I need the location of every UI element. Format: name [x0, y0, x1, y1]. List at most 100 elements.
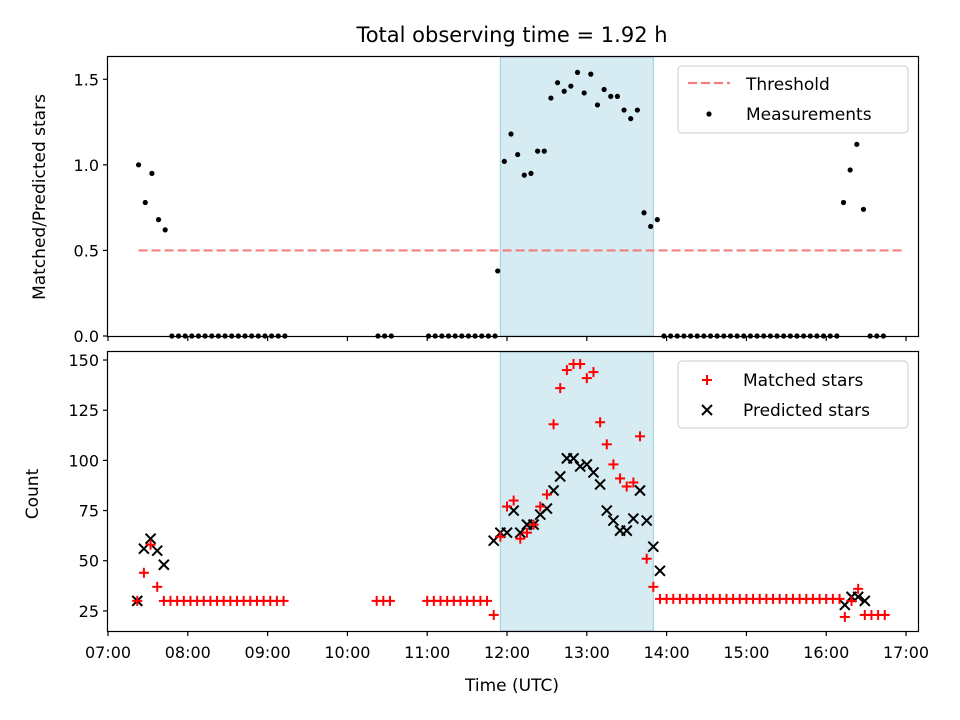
bottom-ytick-label: 50	[79, 552, 99, 571]
predicted-point-b	[158, 559, 170, 571]
predicted-point	[594, 478, 606, 491]
predicted-point	[627, 512, 640, 525]
bottom-legend: Matched stars Predicted stars	[677, 360, 909, 429]
matched-point	[575, 359, 586, 370]
matched-point	[541, 489, 552, 500]
bottom-ytick-label: 150	[68, 351, 99, 370]
xtick-label: 09:00	[245, 643, 291, 662]
matched-point	[548, 419, 559, 430]
measurement-point	[601, 86, 607, 93]
measurement-point	[142, 199, 148, 206]
top-panel: 0.0 0.5 1.0 1.5 Matched/Predicted stars Thr…	[30, 55, 920, 346]
predicted-point-b	[587, 466, 600, 479]
chart-title: Total observing time = 1.92 h	[355, 23, 667, 47]
matched-point	[278, 595, 289, 606]
matched-point	[528, 519, 539, 530]
matched-point	[635, 431, 646, 442]
measurement-point	[568, 83, 574, 89]
predicted-point	[621, 524, 633, 537]
legend-matched-swatch	[702, 375, 712, 385]
top-shaded-interval	[499, 56, 654, 337]
top-legend-frame	[677, 65, 909, 134]
measurement-point	[508, 131, 514, 137]
predicted-point-b	[541, 502, 553, 515]
matched-point	[508, 495, 519, 506]
legend-measurements-label: Measurements	[746, 105, 872, 125]
predicted-point-b	[567, 452, 580, 465]
predicted-point	[144, 532, 157, 545]
legend-matched-label: Matched stars	[743, 371, 863, 391]
matched-point	[152, 581, 163, 592]
legend-predicted-label: Predicted stars	[743, 401, 870, 421]
matched-point	[641, 553, 652, 564]
matched-point	[482, 595, 493, 606]
top-ytick-label: 1.0	[74, 156, 99, 175]
matched-point	[535, 501, 546, 512]
bottom-matched-layer	[132, 359, 890, 622]
matched-point	[555, 383, 566, 394]
predicted-point	[640, 514, 653, 527]
bottom-y-axis-label: Count	[23, 468, 43, 519]
measurement-point	[541, 148, 547, 154]
predicted-point-b	[151, 545, 163, 557]
predicted-point-b	[859, 595, 871, 607]
matched-point	[588, 367, 599, 378]
measurement-point	[521, 172, 527, 178]
bottom-panel: 25 50 75 100 125 150 07:00 08:00 09:00 10:00 11:0…	[23, 350, 929, 696]
matched-point	[839, 611, 850, 622]
matched-point	[145, 539, 156, 550]
matched-point	[384, 595, 395, 606]
predicted-point	[654, 565, 666, 577]
legend-predicted-marker	[701, 404, 713, 416]
matched-point	[615, 473, 626, 484]
matched-point	[561, 365, 572, 376]
predicted-point-b	[654, 565, 666, 577]
matched-point	[502, 501, 513, 512]
top-ytick-label: 1.5	[74, 70, 99, 89]
measurement-point	[548, 95, 554, 101]
matched-point	[488, 609, 499, 620]
measurement-point	[588, 71, 594, 77]
measurement-point	[135, 162, 142, 168]
top-yticks: 0.0 0.5 1.0 1.5	[74, 70, 108, 346]
measurement-point	[495, 268, 501, 274]
measurement-point	[528, 170, 534, 176]
bottom-yticks: 25 50 75 100 125 150	[68, 351, 108, 621]
bottom-xticks: 07:00 08:00 09:00 10:00 11:00 12:00 13:00 14:00…	[85, 631, 929, 662]
xtick-label: 10:00	[324, 643, 370, 662]
measurement-point	[621, 107, 627, 113]
bottom-axes-frame	[106, 350, 920, 633]
measurement-point	[847, 167, 853, 173]
measurement-point	[628, 116, 634, 122]
predicted-point-b	[607, 514, 620, 527]
xtick-label: 16:00	[803, 643, 849, 662]
predicted-point-b	[640, 514, 653, 527]
predicted-point	[634, 484, 646, 497]
matched-point	[495, 531, 506, 542]
matched-point	[595, 417, 606, 428]
legend-predicted-marker-b	[701, 404, 713, 416]
legend-predicted-swatch	[701, 404, 713, 416]
predicted-point	[587, 466, 600, 479]
measurement-point	[634, 107, 640, 113]
measurement-point	[840, 199, 847, 206]
predicted-point-b	[627, 512, 640, 525]
predicted-point-b	[647, 540, 660, 553]
xtick-label: 15:00	[723, 643, 769, 662]
predicted-point-b	[581, 458, 593, 471]
top-legend: Threshold Measurements	[677, 65, 909, 134]
predicted-point-b	[594, 478, 606, 491]
measurement-point	[608, 93, 614, 99]
measurement-point	[854, 141, 860, 147]
matched-point	[132, 595, 143, 606]
predicted-point	[541, 502, 553, 515]
predicted-point-b	[621, 524, 633, 537]
measurement-point	[162, 227, 168, 233]
measurement-point	[574, 69, 581, 76]
matched-point	[879, 609, 890, 620]
predicted-point	[647, 540, 660, 553]
measurement-point	[860, 206, 867, 212]
legend-threshold-label: Threshold	[745, 75, 830, 95]
measurement-point	[501, 158, 507, 165]
